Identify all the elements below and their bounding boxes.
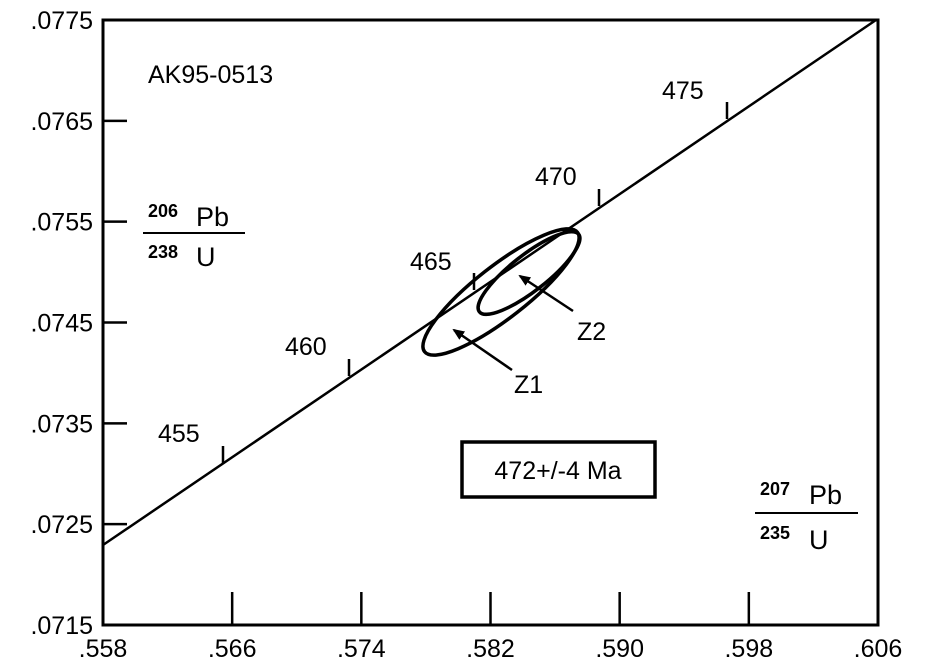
age-tick-label: 465 [410, 248, 452, 276]
x-label-num-element: Pb [809, 480, 842, 510]
concordia-curve [102, 18, 877, 547]
y-tick-label: .0715 [30, 612, 93, 640]
y-axis-ticks: .0715 .0725 .0735 .0745 .0755 .0765 .0775 [30, 7, 127, 640]
x-tick-label: .566 [208, 635, 257, 663]
x-label-den-element: U [809, 525, 829, 555]
y-label-num-isotope: 206 [148, 201, 178, 221]
x-tick-label: .558 [79, 635, 128, 663]
concordia-line [102, 18, 877, 547]
x-label-den-isotope: 235 [760, 523, 790, 543]
x-tick-label: .574 [337, 635, 386, 663]
age-tick-label: 470 [535, 163, 577, 191]
y-label-den-element: U [196, 242, 216, 272]
y-label-den-isotope: 238 [148, 242, 178, 262]
error-ellipses [421, 227, 582, 357]
y-tick-label: .0775 [30, 7, 93, 35]
x-tick-label: .606 [854, 635, 903, 663]
y-tick-label: .0755 [30, 209, 93, 237]
age-result-text: 472+/-4 Ma [494, 457, 621, 485]
y-tick-label: .0745 [30, 310, 93, 338]
ellipse-z1 [421, 227, 581, 357]
y-axis-label: 206 Pb 238 U [143, 201, 245, 272]
ellipse-annotations: Z1 Z2 [452, 274, 606, 399]
age-result-frame [460, 440, 657, 499]
x-axis-label: 207 Pb 235 U [755, 479, 858, 555]
x-tick-label: .598 [724, 635, 773, 663]
annotation-arrow [518, 274, 574, 313]
x-axis-ticks: .558 .566 .574 .582 .590 .598 .606 [79, 592, 903, 663]
y-tick-label: .0735 [30, 410, 93, 438]
ellipse-z2 [476, 229, 582, 317]
annotation-arrow [452, 328, 513, 372]
sample-label: AK95-0513 [148, 61, 273, 89]
y-tick-label: .0725 [30, 511, 93, 539]
annotation-label: Z1 [514, 371, 543, 399]
x-label-num-isotope: 207 [760, 479, 790, 499]
y-label-num-element: Pb [196, 202, 229, 232]
x-tick-label: .582 [466, 635, 515, 663]
x-tick-label: .590 [595, 635, 644, 663]
y-tick-label: .0765 [30, 108, 93, 136]
age-tick-label: 460 [285, 333, 327, 361]
age-result-box: 472+/-4 Ma [460, 440, 657, 499]
age-tick-label: 455 [158, 420, 200, 448]
annotation-label: Z2 [577, 318, 606, 346]
concordia-age-ticks: 455 460 465 470 475 [158, 77, 729, 463]
age-tick-label: 475 [662, 77, 704, 105]
